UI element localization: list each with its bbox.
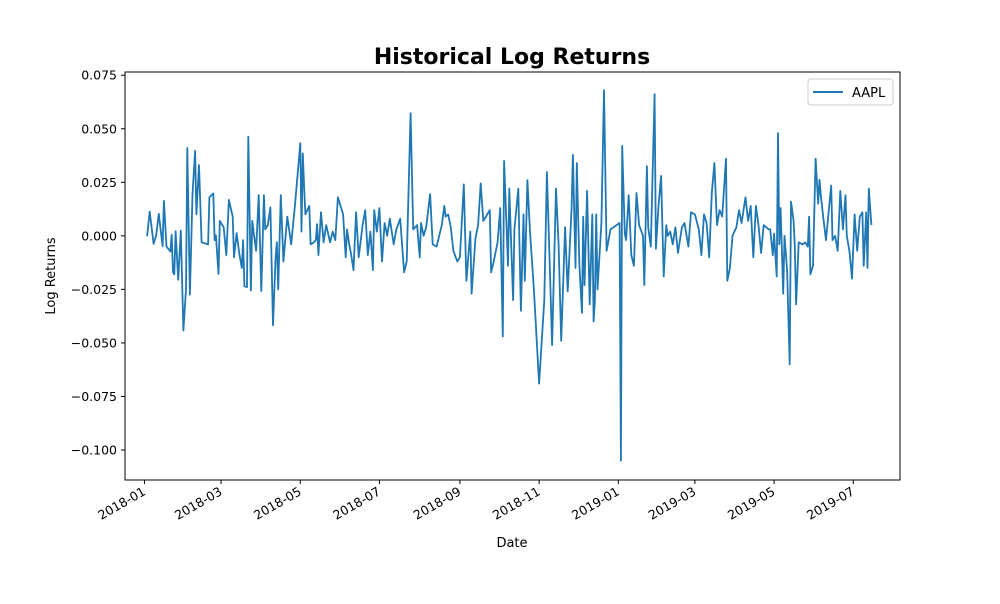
x-tick-label: 2018-07 — [330, 484, 383, 523]
x-axis-label: Date — [496, 536, 527, 551]
x-tick-label: 2018-09 — [411, 484, 464, 523]
x-tick-label: 2019-05 — [725, 484, 778, 523]
x-tick-label: 2018-05 — [251, 484, 304, 523]
y-axis: 0.075 0.050 0.025 0.000 −0.025 −0.050 −0.075 −0… — [71, 68, 125, 458]
y-tick-label: 0.000 — [81, 228, 117, 243]
x-tick-label: 2018-01 — [95, 484, 148, 523]
x-tick-label: 2019-07 — [804, 484, 857, 523]
y-tick-label: −0.100 — [71, 443, 117, 458]
series-layer — [146, 89, 873, 462]
chart-title: Historical Log Returns — [374, 45, 650, 70]
x-tick-label: 2019-03 — [646, 484, 699, 523]
legend-box — [807, 78, 894, 106]
y-tick-label: −0.075 — [71, 389, 117, 404]
series-line-aapl — [146, 89, 873, 462]
y-tick-label: 0.050 — [81, 121, 117, 136]
x-tick-label: 2018-03 — [172, 484, 225, 523]
legend: AAPL — [807, 78, 894, 106]
y-tick-label: 0.075 — [81, 68, 117, 83]
y-axis-label: Log Returns — [44, 237, 59, 314]
y-tick-label: −0.050 — [71, 335, 117, 350]
x-tick-label: 2018-11 — [490, 484, 543, 523]
x-axis: 2018-01 2018-03 2018-05 2018-07 2018-09 2018-… — [95, 480, 857, 523]
plot-area-frame — [124, 71, 901, 481]
x-tick-label: 2019-01 — [569, 484, 622, 523]
y-tick-label: −0.025 — [71, 282, 117, 297]
legend-label: AAPL — [852, 86, 886, 101]
y-tick-label: 0.025 — [81, 175, 117, 190]
